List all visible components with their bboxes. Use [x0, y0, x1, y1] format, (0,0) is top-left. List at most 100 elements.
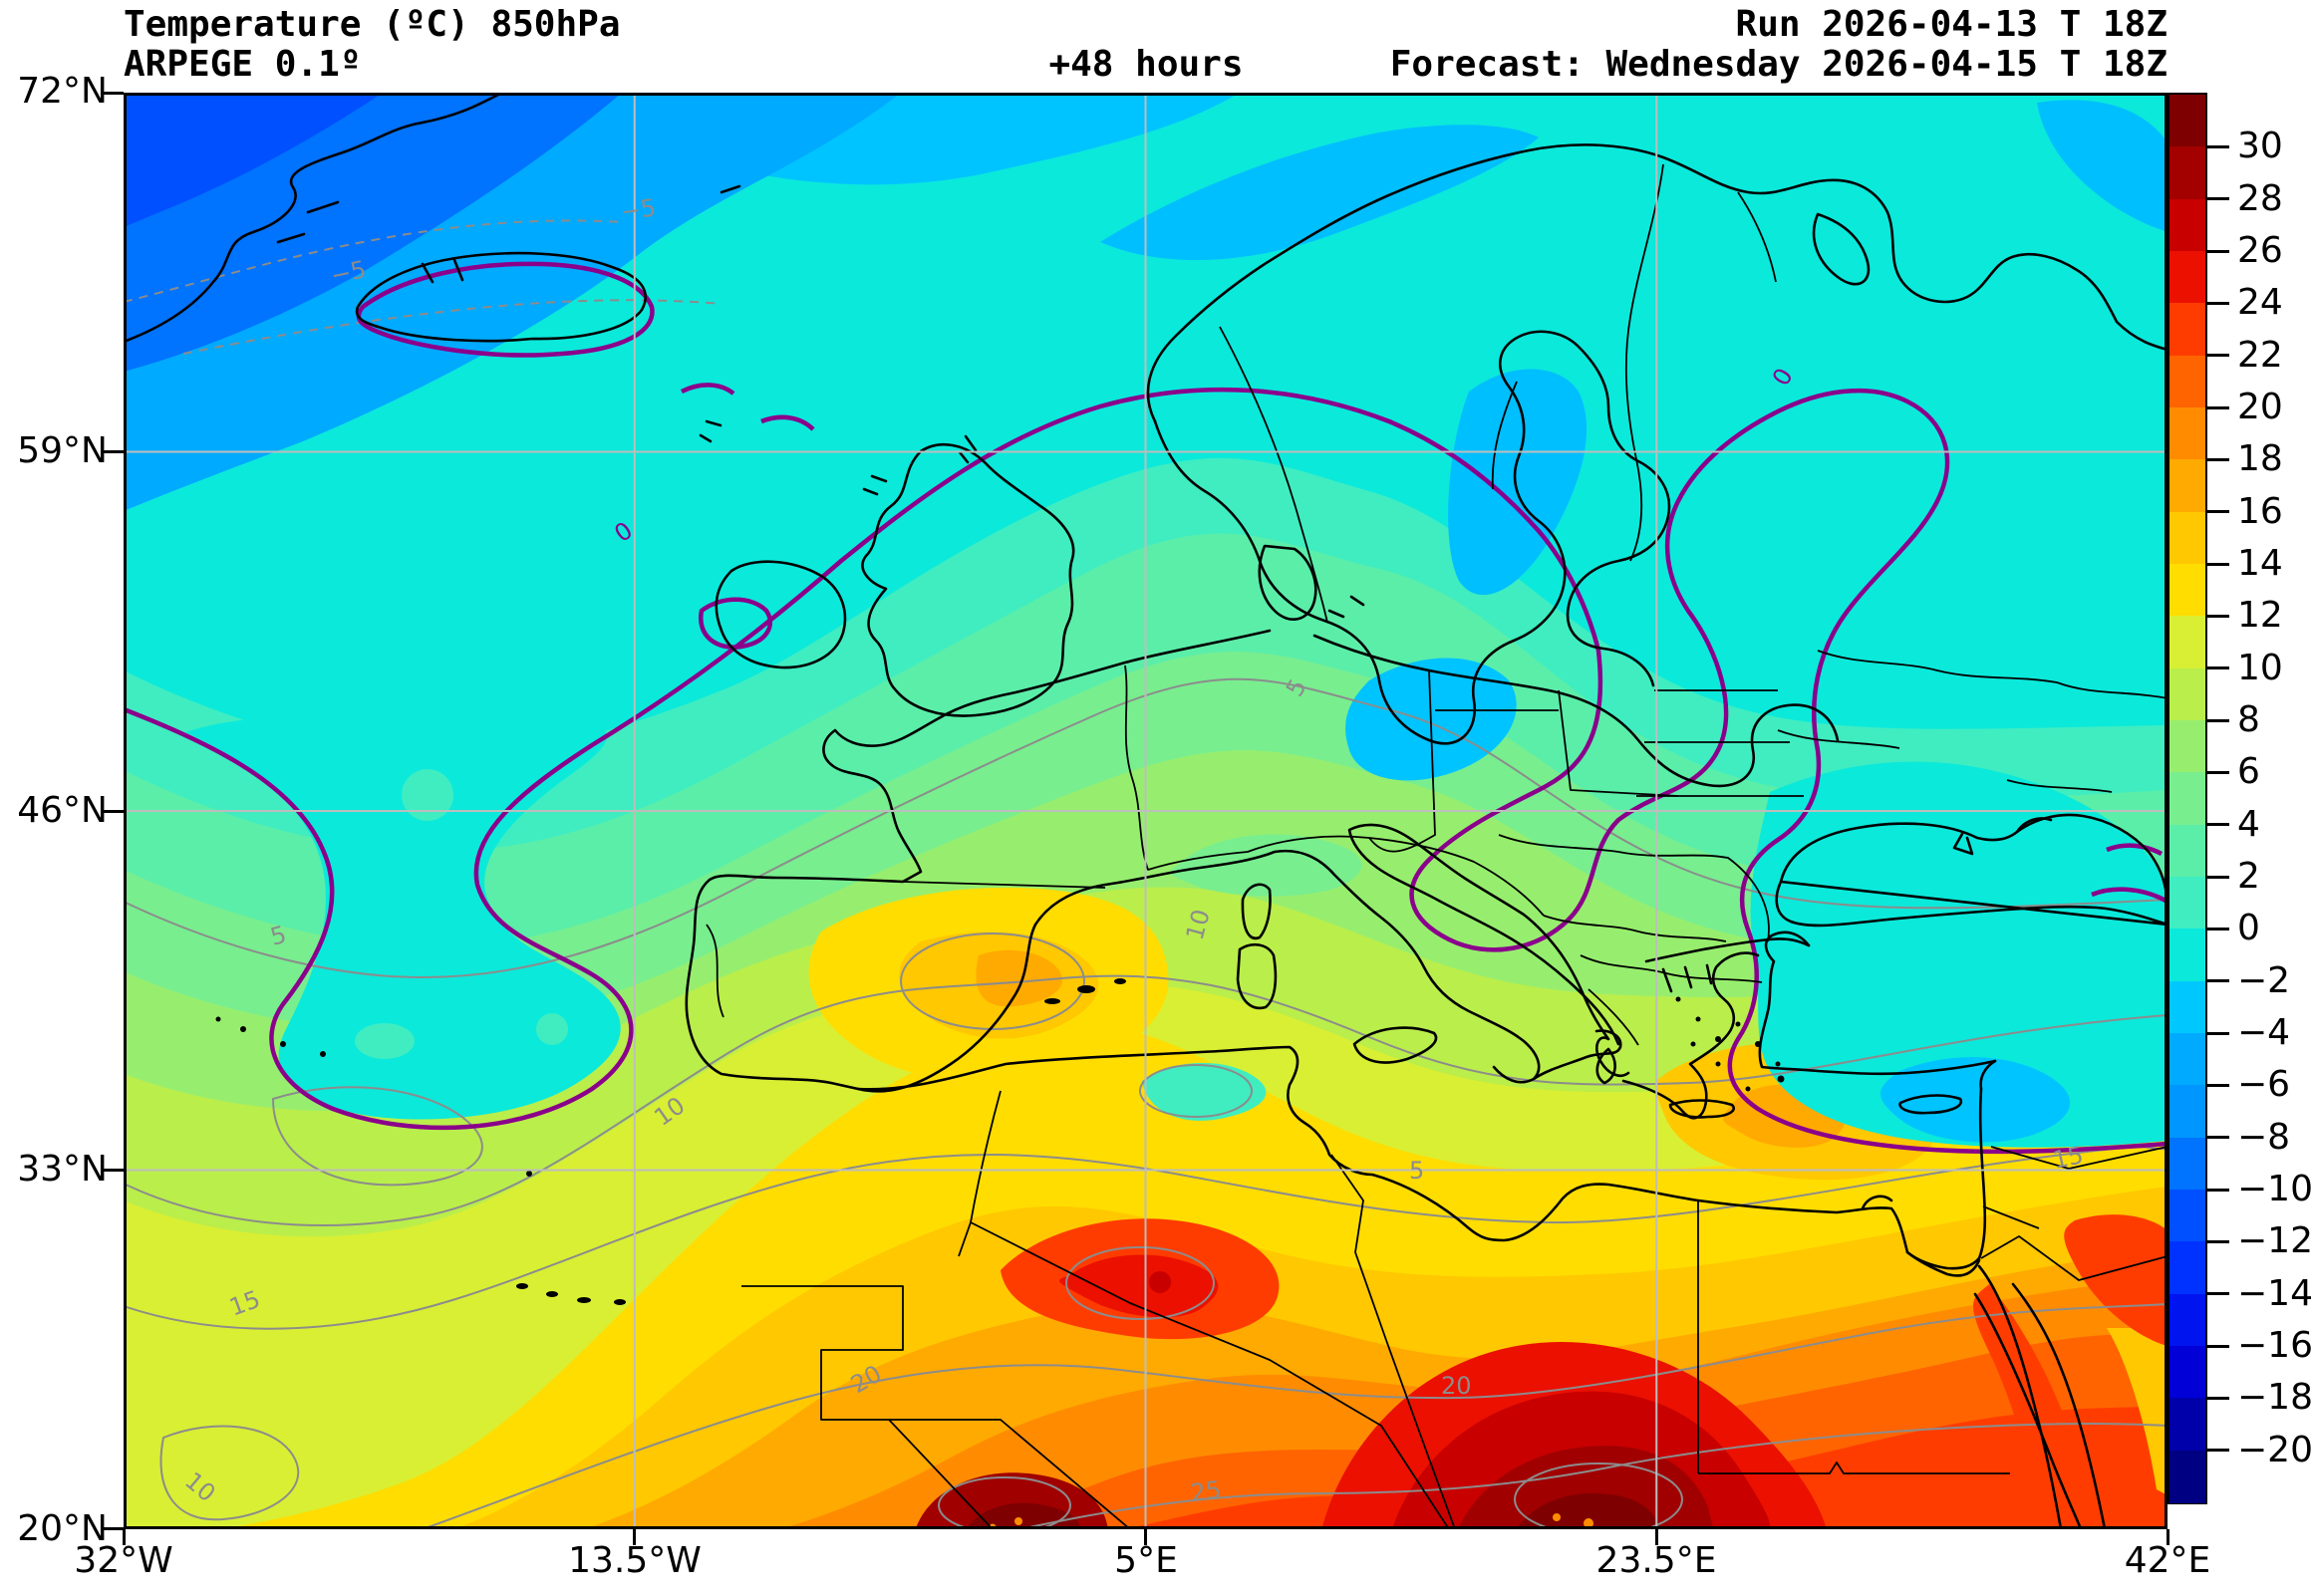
- colorbar-tick-mark: [2205, 1396, 2229, 1400]
- lat-label-20n: 20°N: [17, 1508, 108, 1549]
- lon-tick: [1655, 1529, 1658, 1545]
- colorbar-band: [2169, 1346, 2205, 1400]
- svg-text:5: 5: [1409, 1157, 1424, 1185]
- country-borders: [706, 163, 2168, 1529]
- colorbar-tick-mark: [2205, 1188, 2229, 1192]
- colorbar-band: [2169, 511, 2205, 565]
- colorbar-tick-label: 20: [2237, 387, 2283, 427]
- lat-tick: [103, 1169, 124, 1172]
- zero-isotherm: [124, 261, 2168, 1155]
- colorbar-tick-label: −8: [2237, 1116, 2291, 1158]
- colorbar-band: [2169, 877, 2205, 931]
- colorbar-tick-mark: [2205, 718, 2229, 722]
- colorbar-tick-mark: [2205, 354, 2229, 358]
- lat-tick: [103, 809, 124, 813]
- chart-title: Temperature (ºC) 850hPa: [124, 4, 621, 45]
- colorbar-band: [2169, 1190, 2205, 1243]
- colorbar-tick-label: 8: [2237, 699, 2260, 740]
- colorbar-tick-label: −4: [2237, 1012, 2291, 1053]
- islands: [215, 978, 1785, 1305]
- lon-label-235e: 23.5°E: [1595, 1540, 1717, 1581]
- lon-label-42e: 42°E: [2124, 1540, 2211, 1581]
- colorbar-band: [2169, 1033, 2205, 1087]
- lat-tick: [103, 92, 124, 95]
- colorbar-tick-mark: [2205, 562, 2229, 566]
- colorbar-tick-label: 24: [2237, 282, 2283, 324]
- colorbar-tick-label: −14: [2237, 1272, 2312, 1314]
- svg-text:5: 5: [267, 921, 289, 951]
- colorbar-tick-mark: [2205, 1449, 2229, 1453]
- colorbar-tick-label: 16: [2237, 490, 2283, 532]
- lon-tick: [122, 1529, 126, 1545]
- colorbar-tick-label: 14: [2237, 543, 2283, 584]
- gray-isotherms: [124, 219, 2168, 1529]
- lead-time-label: +48 hours: [1048, 44, 1244, 85]
- colorbar-tick-mark: [2205, 144, 2229, 148]
- colorbar-band: [2169, 407, 2205, 461]
- colorbar-band: [2169, 1085, 2205, 1139]
- colorbar-tick-label: 6: [2237, 751, 2260, 793]
- colorbar-tick-label: 0: [2237, 908, 2260, 949]
- lat-tick: [103, 1527, 124, 1530]
- colorbar-band: [2169, 1293, 2205, 1347]
- colorbar-band: [2169, 303, 2205, 357]
- hot-cores: [915, 1214, 2168, 1529]
- colorbar-tick-label: 12: [2237, 595, 2283, 637]
- colorbar-tick-mark: [2205, 405, 2229, 409]
- colorbar-band: [2169, 1450, 2205, 1503]
- lon-tick: [2166, 1529, 2169, 1545]
- colorbar-tick-label: 4: [2237, 803, 2260, 845]
- colorbar-band: [2169, 1241, 2205, 1295]
- colorbar-tick-mark: [2205, 197, 2229, 201]
- coastlines: [124, 93, 2168, 1529]
- lon-tick: [633, 1529, 636, 1545]
- colorbar-ticks: 30 28 26 24 22 20 18 16 14 12 10 8 6 4 2 0 −2 −4 −6 −8 −10 −1…: [2205, 95, 2312, 1502]
- colorbar-tick-label: 2: [2237, 856, 2260, 897]
- forecast-label: Forecast: Wednesday 2026-04-15 T 18Z: [1389, 44, 2168, 85]
- colorbar-band: [2169, 824, 2205, 878]
- colorbar-tick-label: 26: [2237, 230, 2283, 271]
- colorbar-band: [2169, 459, 2205, 513]
- colorbar-band: [2169, 1137, 2205, 1191]
- lat-tick: [103, 450, 124, 453]
- colorbar-band: [2169, 146, 2205, 200]
- svg-text:15: 15: [2050, 1141, 2086, 1175]
- lat-label-59n: 59°N: [17, 430, 108, 471]
- lat-label-72n: 72°N: [17, 71, 108, 112]
- run-label: Run 2026-04-13 T 18Z: [1735, 4, 2168, 45]
- colorbar-band: [2169, 198, 2205, 252]
- colorbar-bands: [2169, 95, 2205, 1503]
- colorbar-band: [2169, 667, 2205, 721]
- colorbar-tick-mark: [2205, 1031, 2229, 1035]
- colorbar-band: [2169, 980, 2205, 1034]
- colorbar-tick-label: −16: [2237, 1325, 2312, 1366]
- svg-text:20: 20: [1441, 1372, 1472, 1400]
- cold-pockets: [124, 93, 2168, 1148]
- colorbar-tick-mark: [2205, 457, 2229, 461]
- colorbar-band: [2169, 355, 2205, 408]
- temperature-map: −5 −5 0 0 5 5 5 10 10 10 15 15 20 20 25: [124, 93, 2168, 1529]
- colorbar-tick-mark: [2205, 1292, 2229, 1296]
- colorbar-band: [2169, 929, 2205, 982]
- colorbar-tick-label: 18: [2237, 438, 2283, 480]
- colorbar-tick-label: −12: [2237, 1220, 2312, 1262]
- colorbar-tick-label: −2: [2237, 959, 2291, 1001]
- colorbar-tick-mark: [2205, 666, 2229, 670]
- colorbar-tick-mark: [2205, 1136, 2229, 1140]
- gridlines: [124, 93, 2168, 1529]
- colorbar-tick-mark: [2205, 1083, 2229, 1087]
- colorbar-tick-mark: [2205, 301, 2229, 305]
- lat-label-46n: 46°N: [17, 790, 108, 831]
- colorbar-band: [2169, 1398, 2205, 1452]
- lat-label-33n: 33°N: [17, 1149, 108, 1190]
- colorbar-tick-mark: [2205, 979, 2229, 983]
- colorbar-tick-mark: [2205, 614, 2229, 618]
- svg-text:25: 25: [1189, 1475, 1223, 1507]
- colorbar-tick-label: 30: [2237, 126, 2283, 167]
- colorbar-tick-label: −18: [2237, 1377, 2312, 1419]
- lon-label-32w: 32°W: [74, 1540, 173, 1581]
- colorbar-tick-mark: [2205, 249, 2229, 253]
- lon-tick: [1144, 1529, 1147, 1545]
- colorbar-tick-label: 28: [2237, 177, 2283, 219]
